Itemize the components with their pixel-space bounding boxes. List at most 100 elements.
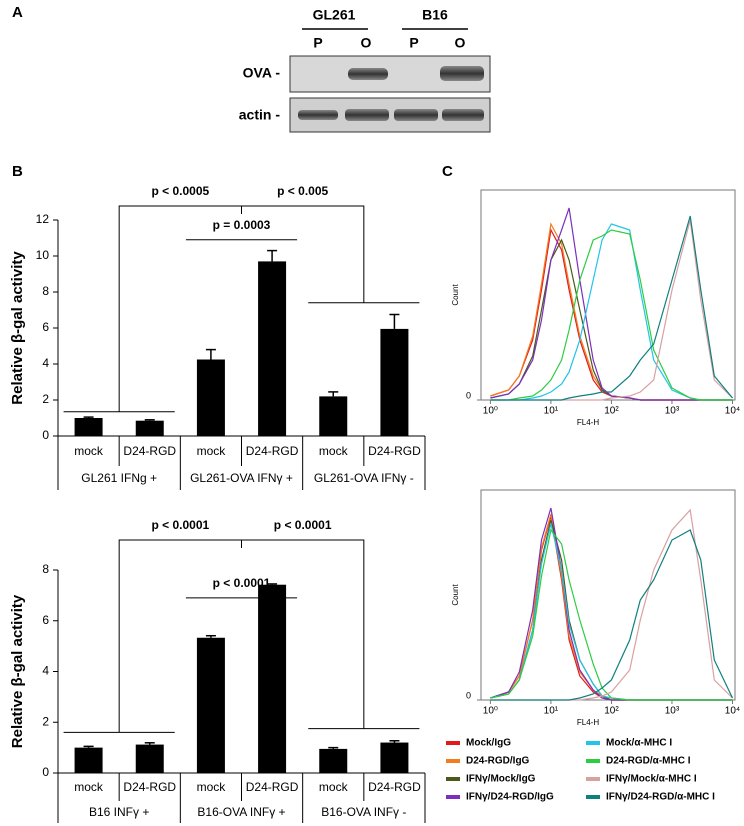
- category-label: D24-RGD: [368, 780, 421, 794]
- p-value: p < 0.0001: [274, 518, 332, 532]
- plot-frame: [480, 489, 736, 701]
- category-label: mock: [74, 780, 104, 794]
- y-tick-label: 6: [42, 320, 49, 334]
- histogram-line: [490, 215, 733, 401]
- category-label: mock: [197, 444, 227, 458]
- y-axis-label: Relative β-gal activity: [9, 251, 26, 405]
- y-axis-label: Count: [451, 284, 460, 306]
- y-tick-label: 0: [466, 390, 471, 400]
- blot-lane: O: [455, 35, 466, 51]
- significance-bracket: [241, 205, 365, 303]
- category-label: mock: [197, 780, 227, 794]
- legend-swatch: [586, 741, 600, 745]
- group-label: GL261-OVA IFNγ +: [190, 471, 293, 485]
- legend-swatch: [586, 795, 600, 799]
- histogram-line: [490, 223, 733, 401]
- blot-lane: O: [361, 35, 372, 51]
- y-axis-label: Count: [451, 584, 460, 606]
- histogram-line: [490, 229, 733, 401]
- blot-band: [345, 109, 389, 121]
- histogram-line: [490, 507, 733, 701]
- category-label: D24-RGD: [246, 780, 299, 794]
- y-tick-label: 2: [42, 392, 49, 406]
- x-tick-label: 10¹: [544, 406, 559, 417]
- panel-label: C: [442, 163, 453, 180]
- blot-band: [348, 68, 388, 80]
- legend-label: IFNγ/D24-RGD/α-MHC I: [606, 792, 715, 803]
- legend-label: IFNγ/Mock/α-MHC I: [606, 774, 697, 785]
- legend-swatch: [446, 759, 460, 763]
- blot-band: [440, 66, 484, 81]
- blot-row: OVA -: [243, 65, 281, 81]
- p-value: p < 0.0005: [151, 184, 209, 198]
- x-axis-label: FL4-H: [577, 418, 599, 427]
- bar: [258, 261, 287, 436]
- significance-bracket: [241, 539, 365, 729]
- legend-label: IFNγ/Mock/IgG: [466, 774, 536, 785]
- y-tick-label: 4: [42, 356, 49, 370]
- histogram-line: [490, 508, 733, 701]
- y-tick-label: 0: [42, 765, 49, 779]
- blot-lane: P: [313, 35, 322, 51]
- y-tick-label: 0: [466, 690, 471, 700]
- group-label: B16-OVA INFγ +: [197, 805, 285, 819]
- y-tick-label: 10: [36, 248, 50, 262]
- bar: [319, 748, 348, 773]
- x-axis-label: FL4-H: [577, 718, 599, 727]
- panel-label: A: [12, 4, 23, 21]
- blot-row: actin -: [239, 107, 281, 123]
- x-tick-label: 10⁴: [725, 406, 740, 417]
- histogram-line: [490, 515, 733, 701]
- bar: [74, 418, 103, 436]
- histogram-line: [490, 207, 733, 401]
- bar: [258, 584, 287, 773]
- bar: [196, 359, 225, 436]
- category-label: D24-RGD: [123, 444, 176, 458]
- histogram-line: [490, 529, 734, 701]
- plot-frame: [480, 189, 736, 401]
- legend-label: D24-RGD/IgG: [466, 756, 530, 767]
- x-tick-label: 10²: [604, 706, 619, 717]
- bar: [319, 396, 348, 436]
- p-value: p < 0.005: [277, 184, 328, 198]
- blot-group: B16: [422, 7, 448, 23]
- p-value: p < 0.0001: [213, 576, 271, 590]
- histogram-line: [490, 222, 733, 401]
- category-label: D24-RGD: [123, 780, 176, 794]
- bar: [135, 744, 164, 773]
- y-tick-label: 2: [42, 714, 49, 728]
- bar: [135, 420, 164, 436]
- panel-label: B: [12, 163, 23, 180]
- x-tick-label: 10⁴: [725, 706, 740, 717]
- legend-swatch: [446, 777, 460, 781]
- y-tick-label: 6: [42, 613, 49, 627]
- histogram-line: [490, 513, 733, 701]
- x-tick-label: 10¹: [544, 706, 559, 717]
- p-value: p = 0.0003: [213, 218, 271, 232]
- y-tick-label: 8: [42, 562, 49, 576]
- legend-label: IFNγ/D24-RGD/IgG: [466, 792, 554, 803]
- legend-swatch: [586, 759, 600, 763]
- category-label: D24-RGD: [246, 444, 299, 458]
- x-tick-label: 10³: [665, 706, 680, 717]
- y-tick-label: 8: [42, 284, 49, 298]
- blot-lane: P: [409, 35, 418, 51]
- category-label: mock: [74, 444, 104, 458]
- y-tick-label: 12: [36, 212, 50, 226]
- bar: [196, 637, 225, 773]
- histogram-line: [490, 219, 733, 401]
- blot-band: [442, 109, 484, 121]
- bar: [380, 742, 409, 773]
- category-label: D24-RGD: [368, 444, 421, 458]
- bar: [380, 328, 409, 436]
- category-label: mock: [319, 444, 349, 458]
- blot-band: [298, 110, 338, 120]
- y-tick-label: 0: [42, 428, 49, 442]
- legend-swatch: [586, 777, 600, 781]
- y-axis-label: Relative β-gal activity: [9, 594, 26, 748]
- y-tick-label: 4: [42, 664, 49, 678]
- x-tick-label: 10²: [604, 406, 619, 417]
- blot-group: GL261: [313, 7, 356, 23]
- legend-label: Mock/IgG: [466, 738, 511, 749]
